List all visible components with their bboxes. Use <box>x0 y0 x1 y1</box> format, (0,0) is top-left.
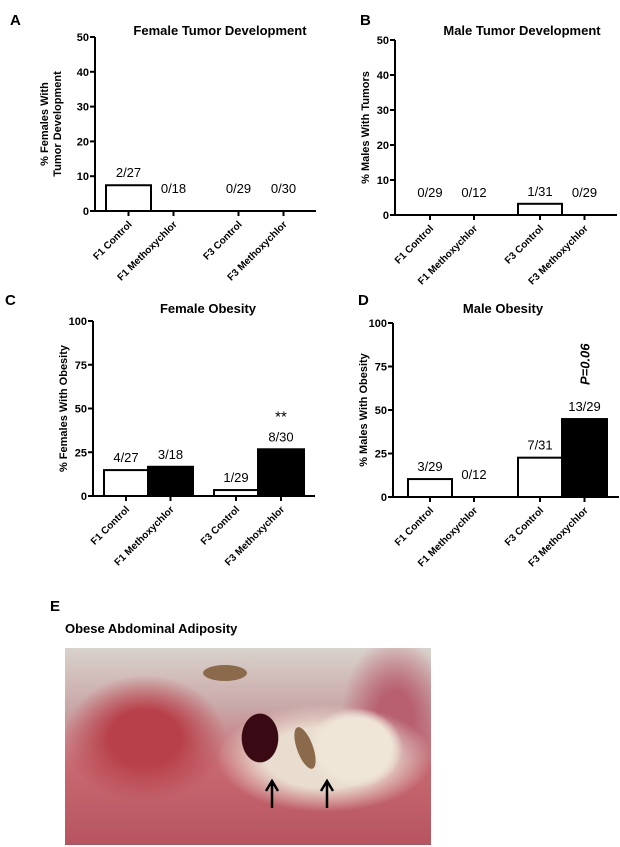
y-tick-label: 25 <box>375 449 387 461</box>
chart-title: Female Tumor Development <box>133 23 307 38</box>
data-label: 4/27 <box>113 450 138 465</box>
arrow-icon <box>319 778 335 808</box>
data-label: 8/30 <box>268 429 293 444</box>
data-label: 0/29 <box>226 181 251 196</box>
y-tick-label: 10 <box>377 175 389 187</box>
photo-title: Obese Abdominal Adiposity <box>65 621 238 636</box>
bar <box>407 478 453 499</box>
p-value-label: P=0.06 <box>578 343 593 385</box>
significance-marker: ** <box>275 408 287 425</box>
y-tick-label: 100 <box>69 316 87 328</box>
chart-title: Female Obesity <box>160 301 257 316</box>
y-tick-label: 25 <box>75 447 87 459</box>
abdominal-photo <box>65 648 431 845</box>
organ <box>203 665 247 681</box>
y-tick-label: 50 <box>75 404 87 416</box>
data-label: 0/12 <box>461 185 486 200</box>
y-tick-label: 0 <box>383 210 389 222</box>
chart-title: Male Tumor Development <box>443 23 601 38</box>
panel-label-e: E <box>50 598 61 615</box>
y-tick-label: 50 <box>375 405 387 417</box>
data-label: 0/30 <box>271 181 296 196</box>
x-tick-label: F1 Control <box>89 504 132 547</box>
arrows <box>203 665 335 808</box>
y-tick-label: 50 <box>77 32 89 44</box>
y-axis-label: % Females With Obesity <box>58 344 70 472</box>
y-tick-label: 0 <box>381 492 387 504</box>
bar <box>147 465 194 497</box>
data-label: 0/18 <box>161 181 186 196</box>
y-tick-label: 10 <box>77 171 89 183</box>
panel-label: B <box>360 12 371 29</box>
bar <box>517 202 563 217</box>
bar <box>257 448 305 497</box>
y-tick-label: 20 <box>77 136 89 148</box>
x-tick-label: F3 Control <box>503 223 546 266</box>
y-tick-label: 100 <box>369 318 387 330</box>
bar <box>103 469 149 498</box>
data-label: 2/27 <box>116 165 141 180</box>
y-tick-label: 75 <box>75 360 87 372</box>
data-label: 7/31 <box>527 438 552 453</box>
organ <box>294 727 316 769</box>
y-tick-label: 0 <box>83 206 89 218</box>
x-tick-label: F1 Control <box>91 219 134 262</box>
y-tick-label: 75 <box>375 362 387 374</box>
y-axis-label: % Females With <box>39 82 51 166</box>
data-label: 13/29 <box>568 399 601 414</box>
y-axis-label: Tumor Development <box>52 71 64 177</box>
bar <box>517 456 563 498</box>
y-tick-label: 0 <box>81 491 87 503</box>
y-tick-label: 30 <box>77 102 89 114</box>
data-label: 0/29 <box>417 185 442 200</box>
data-label: 3/29 <box>417 459 442 474</box>
y-axis-label: % Males With Tumors <box>360 71 372 184</box>
bar <box>105 184 152 213</box>
x-tick-label: F1 Control <box>393 505 436 548</box>
arrow-icon <box>264 778 280 808</box>
y-tick-label: 40 <box>77 67 89 79</box>
panel-label: C <box>5 292 16 309</box>
chart-title: Male Obesity <box>463 301 544 316</box>
data-label: 0/12 <box>461 467 486 482</box>
y-tick-label: 50 <box>377 35 389 47</box>
y-tick-label: 30 <box>377 105 389 117</box>
y-axis-label: % Males With Obesity <box>358 352 370 466</box>
data-label: 3/18 <box>158 447 183 462</box>
x-tick-label: F3 Control <box>503 505 546 548</box>
y-tick-label: 20 <box>377 140 389 152</box>
y-tick-label: 40 <box>377 70 389 82</box>
x-tick-label: F3 Control <box>199 504 242 547</box>
data-label: 0/29 <box>572 185 597 200</box>
data-label: 1/29 <box>223 470 248 485</box>
data-label: 1/31 <box>527 184 552 199</box>
bar <box>561 418 608 499</box>
panel-label: A <box>10 12 21 29</box>
x-tick-label: F3 Control <box>201 219 244 262</box>
x-tick-label: F1 Control <box>393 223 436 266</box>
panel-label: D <box>358 292 369 309</box>
